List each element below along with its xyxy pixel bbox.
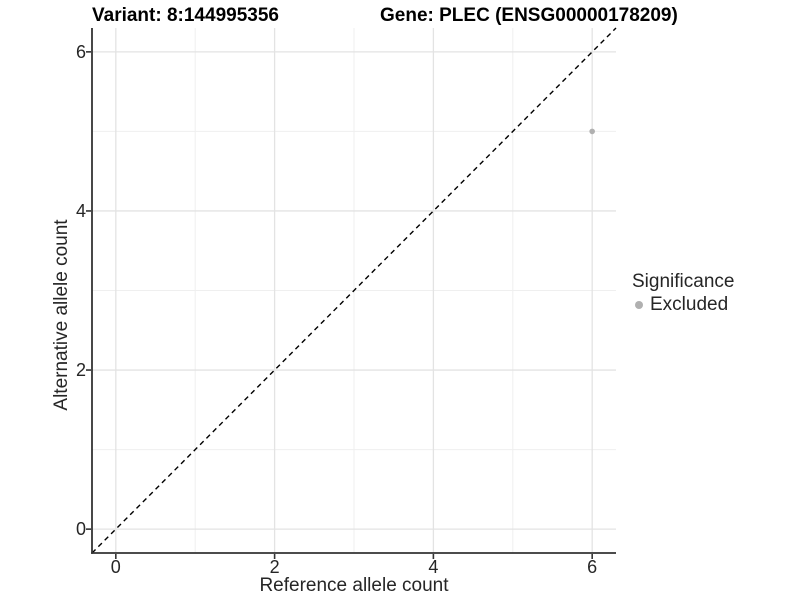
legend-item-label: Excluded: [650, 294, 729, 315]
x-tick-label: 0: [110, 557, 121, 577]
y-tick-label: 0: [75, 519, 86, 540]
y-tick-label: 2: [75, 360, 86, 381]
plot-title-gene: Gene: PLEC (ENSG00000178209): [380, 5, 678, 26]
legend-title: Significance: [632, 271, 735, 292]
data-point: [589, 128, 595, 135]
legend: Significance Excluded: [632, 271, 734, 315]
legend-key-dot-icon: [635, 300, 643, 309]
x-tick-label: 2: [269, 557, 280, 577]
x-tick-label: 6: [587, 557, 598, 577]
y-tick-label: 4: [75, 200, 86, 221]
x-tick-label: 4: [428, 557, 439, 577]
x-axis-title: Reference allele count: [259, 575, 449, 596]
y-axis-title: Alternative allele count: [51, 219, 72, 411]
legend-item-excluded: Excluded: [632, 294, 734, 315]
plot-title-variant: Variant: 8:144995356: [92, 5, 279, 26]
y-tick-label: 6: [75, 41, 86, 62]
identity-reference-line: [91, 27, 617, 554]
